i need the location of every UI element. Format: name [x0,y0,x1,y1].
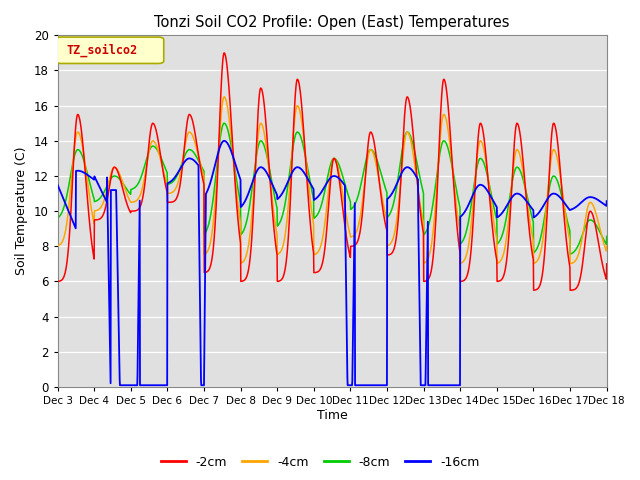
X-axis label: Time: Time [317,409,348,422]
Y-axis label: Soil Temperature (C): Soil Temperature (C) [15,147,28,276]
FancyBboxPatch shape [56,37,164,63]
Text: TZ_soilco2: TZ_soilco2 [67,44,138,57]
Legend: -2cm, -4cm, -8cm, -16cm: -2cm, -4cm, -8cm, -16cm [156,451,484,474]
Title: Tonzi Soil CO2 Profile: Open (East) Temperatures: Tonzi Soil CO2 Profile: Open (East) Temp… [154,15,510,30]
